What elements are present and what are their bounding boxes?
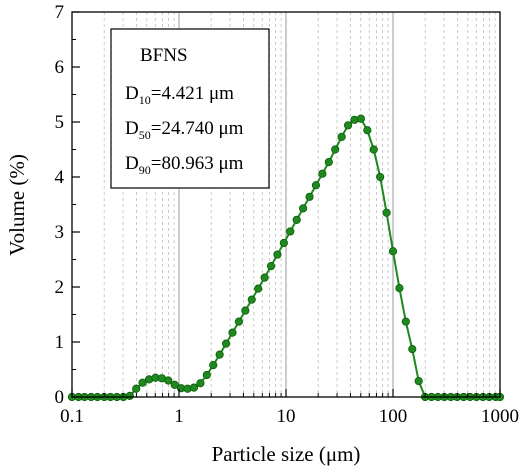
data-point: [376, 172, 385, 182]
data-point: [138, 378, 147, 387]
data-point: [125, 391, 134, 400]
x-tick-label: 0.1: [60, 406, 84, 427]
data-point: [408, 345, 417, 354]
data-point: [228, 328, 237, 337]
data-point: [260, 273, 269, 282]
data-point: [356, 114, 366, 123]
x-tick-label: 10: [277, 406, 296, 427]
data-point: [164, 376, 173, 385]
data-point: [286, 227, 295, 236]
data-point: [318, 169, 327, 178]
y-tick-label: 7: [55, 2, 65, 23]
data-point: [369, 145, 378, 154]
data-point: [266, 261, 276, 271]
data-point: [234, 317, 244, 326]
data-point: [254, 284, 263, 293]
data-point: [215, 350, 224, 359]
data-point: [132, 384, 141, 393]
data-point: [414, 376, 423, 386]
data-point: [401, 317, 410, 326]
data-point: [273, 250, 282, 259]
y-tick-label: 5: [55, 112, 65, 133]
data-point: [209, 360, 218, 370]
annotation-d10: D10=4.421 μm: [125, 83, 234, 107]
data-point: [311, 181, 321, 190]
axis-ticks: [71, 11, 501, 398]
data-point: [170, 380, 179, 389]
data-point: [247, 295, 256, 304]
y-tick-label: 1: [55, 332, 65, 353]
x-tick-label: 100: [379, 406, 408, 427]
y-tick-label: 2: [55, 277, 65, 298]
annotation-title: BFNS: [140, 45, 188, 66]
data-point: [343, 121, 353, 130]
data-point: [324, 158, 333, 167]
data-point: [331, 145, 340, 154]
data-point: [382, 208, 391, 217]
x-tick-label: 1: [174, 406, 184, 427]
data-point: [292, 215, 301, 224]
y-tick-label: 4: [55, 167, 65, 188]
x-axis-title: Particle size (μm): [212, 442, 361, 466]
annotation-d50: D50=24.740 μm: [125, 118, 244, 142]
y-tick-label: 3: [55, 222, 65, 243]
data-point: [395, 283, 404, 293]
data-point: [388, 247, 398, 256]
y-tick-label: 0: [55, 387, 65, 408]
annotation-d90: D90=80.963 μm: [125, 153, 244, 177]
data-point: [299, 204, 308, 213]
data-point: [221, 339, 231, 348]
x-tick-label: 1000: [481, 406, 519, 427]
grid-lines: [103, 12, 496, 397]
data-point: [196, 379, 205, 388]
data-point: [363, 126, 372, 135]
data-point: [202, 370, 211, 380]
data-point: [305, 192, 314, 201]
annotation-border: [110, 28, 270, 189]
data-point: [189, 383, 199, 392]
annotation-box: BFNS D10=4.421 μm D50=24.740 μm D90=80.9…: [110, 28, 270, 189]
y-tick-label: 6: [55, 57, 65, 78]
data-point: [337, 132, 346, 141]
data-point: [241, 306, 250, 315]
data-point: [279, 238, 288, 248]
y-axis-title: Volume (%): [5, 154, 29, 256]
tick-labels: 0.1 1 10 100 1000 0 1 2 3 4 5 6 7: [55, 2, 520, 427]
